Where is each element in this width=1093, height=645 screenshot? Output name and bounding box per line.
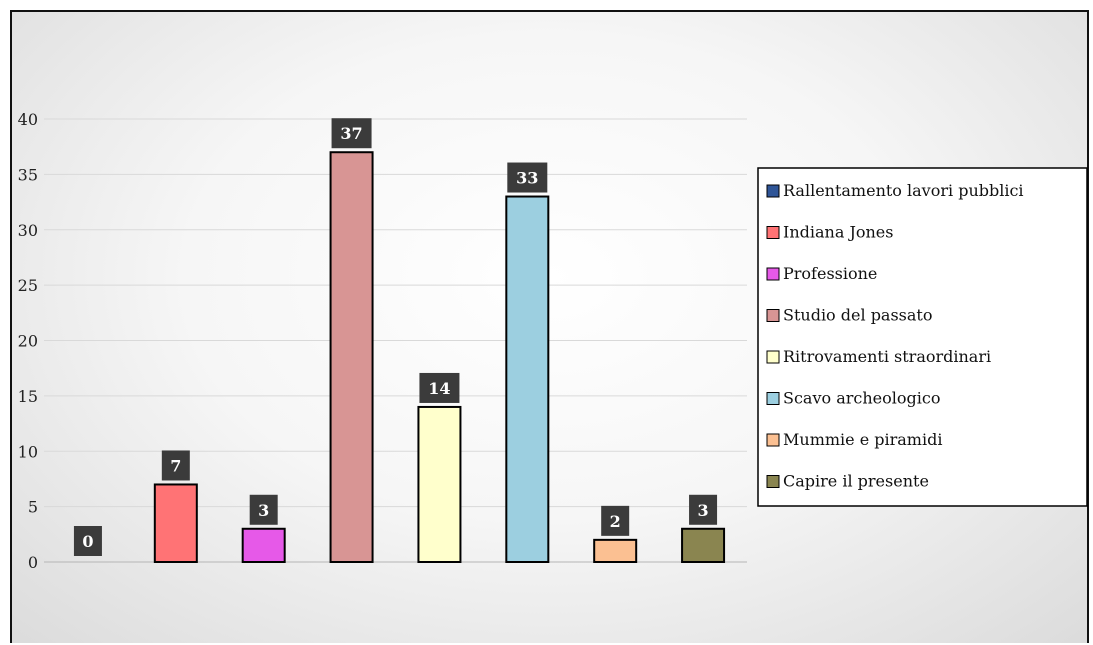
- bar: [593, 538, 638, 563]
- y-tick-label: 30: [18, 221, 38, 240]
- legend-label: Professione: [783, 264, 877, 283]
- legend-label: Rallentamento lavori pubblici: [783, 181, 1024, 200]
- data-label-box: [507, 162, 548, 193]
- data-label-box: [249, 494, 278, 525]
- y-tick-label: 10: [18, 442, 38, 461]
- bar: [417, 405, 462, 564]
- data-label: 3: [258, 501, 269, 520]
- y-tick-label: 35: [18, 165, 38, 184]
- legend-label: Ritrovamenti straordinari: [783, 347, 991, 366]
- bar-chart: 0 5 10 15 20 25 30 35 40 0 7 3 37 14 33 2 3 Rallentamen…: [18, 110, 1088, 572]
- data-label: 7: [170, 456, 181, 475]
- legend-label: Mummie e piramidi: [783, 430, 942, 449]
- bar: [505, 195, 550, 563]
- y-tick-label: 5: [28, 498, 38, 517]
- gridlines: [44, 118, 747, 563]
- legend-label: Scavo archeologico: [783, 389, 940, 408]
- y-tick-label: 0: [28, 553, 38, 572]
- legend-swatch: [766, 475, 780, 488]
- data-label: 3: [697, 501, 708, 520]
- bar: [681, 527, 726, 564]
- data-label: 33: [516, 169, 538, 188]
- legend-swatch: [766, 184, 780, 198]
- y-tick-label: 15: [18, 387, 38, 406]
- data-label-box: [161, 450, 190, 481]
- data-labels: 0 7 3 37 14 33 2 3: [73, 118, 718, 556]
- legend-swatch: [766, 433, 780, 447]
- y-tick-label: 40: [18, 110, 38, 129]
- legend: Rallentamento lavori pubblici Indiana Jon…: [757, 167, 1088, 507]
- legend-swatch: [766, 350, 780, 364]
- y-tick-label: 20: [18, 332, 38, 351]
- legend-label: Capire il presente: [783, 472, 929, 491]
- data-label-box: [601, 505, 630, 536]
- data-label: 0: [82, 532, 93, 551]
- legend-box: [757, 167, 1088, 507]
- y-axis: 0 5 10 15 20 25 30 35 40: [18, 110, 38, 572]
- data-label: 37: [340, 124, 362, 143]
- legend-swatch: [766, 226, 780, 239]
- data-label: 14: [428, 379, 450, 398]
- data-label-box: [689, 494, 718, 525]
- bar: [329, 151, 374, 563]
- bar: [153, 483, 198, 564]
- bars: [153, 151, 726, 564]
- data-label-box: [331, 118, 372, 149]
- y-tick-label: 25: [18, 276, 38, 295]
- legend-label: Studio del passato: [783, 306, 933, 325]
- data-label-box: [73, 526, 102, 556]
- legend-swatch: [766, 392, 780, 405]
- chart-frame: 0 5 10 15 20 25 30 35 40 0 7 3 37 14 33 2 3 Rallentamen…: [10, 10, 1089, 643]
- legend-label: Indiana Jones: [783, 223, 893, 242]
- bar: [241, 527, 286, 564]
- legend-swatch: [766, 267, 780, 281]
- legend-swatch: [766, 309, 780, 322]
- data-label-box: [419, 372, 460, 403]
- data-label: 2: [610, 512, 621, 531]
